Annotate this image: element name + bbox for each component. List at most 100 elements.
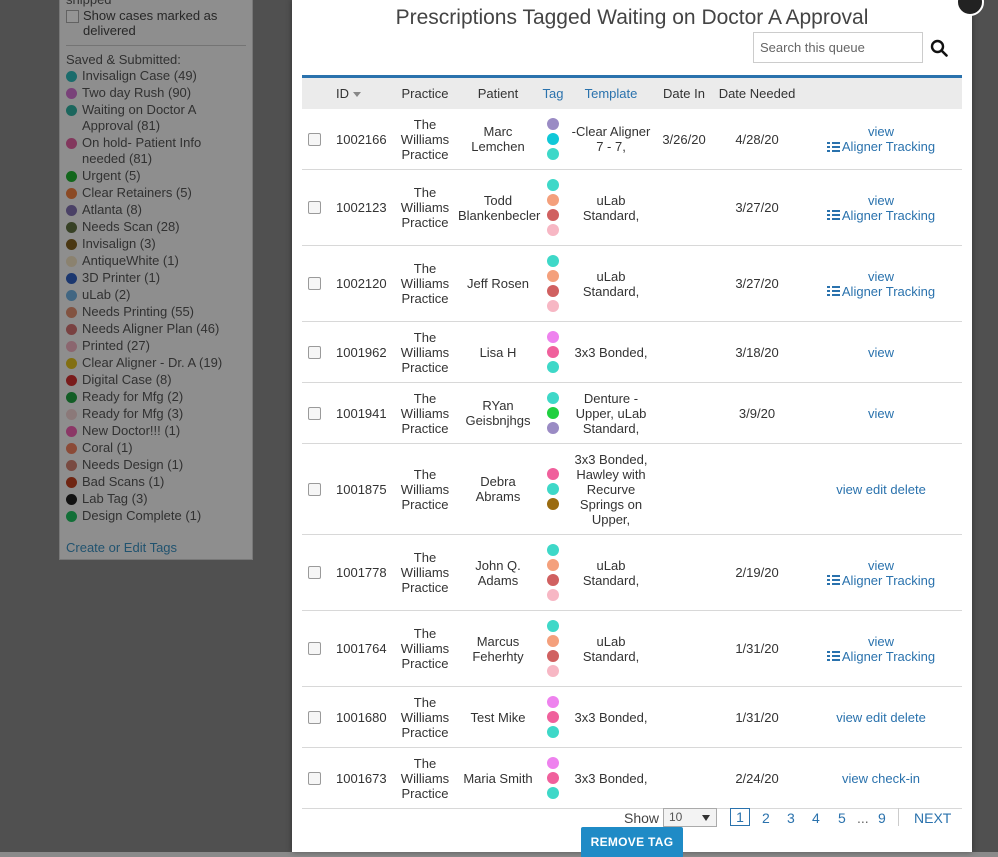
sidebar-tag-item[interactable]: uLab (2) — [66, 287, 246, 303]
tag-color-dot — [66, 324, 77, 335]
sidebar-tag-item[interactable]: Atlanta (8) — [66, 202, 246, 218]
tag-color-dot — [66, 494, 77, 505]
header-tag[interactable]: Tag — [542, 86, 564, 101]
sidebar-tag-item[interactable]: Lab Tag (3) — [66, 491, 246, 507]
modal-title: Prescriptions Tagged Waiting on Doctor A… — [395, 6, 869, 29]
row-checkbox[interactable] — [308, 406, 321, 420]
row-action-links[interactable]: view — [867, 344, 894, 360]
sidebar-tag-item[interactable]: Clear Aligner - Dr. A (19) — [66, 355, 246, 371]
aligner-tracking-link[interactable]: Aligner Tracking — [826, 649, 935, 664]
row-checkbox[interactable] — [308, 482, 321, 496]
sidebar-tag-item[interactable]: Needs Printing (55) — [66, 304, 246, 320]
view-link[interactable]: view — [867, 124, 894, 139]
row-checkbox[interactable] — [308, 566, 321, 579]
sidebar-tag-item[interactable]: Digital Case (8) — [66, 372, 246, 388]
page-4-link[interactable]: 4 — [812, 810, 820, 826]
prescription-table: ID Practice Patient Tag Template Date In… — [302, 75, 962, 809]
sidebar-tag-item[interactable]: Invisalign Case (49) — [66, 68, 246, 84]
remove-tag-button[interactable]: REMOVE TAG — [581, 827, 683, 857]
sidebar-tag-item[interactable]: Ready for Mfg (2) — [66, 389, 246, 405]
view-link[interactable]: view — [867, 192, 894, 208]
row-checkbox[interactable] — [308, 201, 321, 214]
page-2-link[interactable]: 2 — [762, 810, 770, 826]
tag-color-dot — [66, 460, 77, 471]
sidebar-tag-item[interactable]: Bad Scans (1) — [66, 474, 246, 490]
row-select-cell — [302, 642, 328, 655]
sidebar-tag-item[interactable]: Needs Design (1) — [66, 457, 246, 473]
row-checkbox[interactable] — [308, 132, 321, 146]
sidebar-tag-item[interactable]: On hold- Patient Info needed (81) — [66, 135, 246, 167]
sidebar-tag-item[interactable]: Needs Aligner Plan (46) — [66, 321, 246, 337]
aligner-tracking-link[interactable]: Aligner Tracking — [826, 207, 936, 223]
row-template: uLab Standard, — [582, 557, 640, 588]
aligner-tracking-icon — [826, 286, 840, 296]
search-icon[interactable] — [930, 39, 948, 57]
sidebar-tag-item[interactable]: New Doctor!!! (1) — [66, 423, 246, 439]
row-id: 1001680 — [336, 709, 387, 725]
row-action-links[interactable]: view — [867, 405, 894, 421]
delivered-checkbox[interactable] — [66, 10, 79, 23]
sidebar-tag-label: Two day Rush (90) — [82, 85, 192, 100]
row-select-cell — [302, 277, 328, 290]
next-page-link[interactable]: NEXT — [914, 810, 952, 826]
row-action-links[interactable]: view check-in — [841, 770, 921, 786]
sidebar-tag-item[interactable]: Ready for Mfg (3) — [66, 406, 246, 422]
row-date-needed: 3/27/20 — [735, 200, 779, 215]
sidebar-tag-item[interactable]: Urgent (5) — [66, 168, 246, 184]
row-checkbox[interactable] — [308, 277, 321, 290]
row-tags — [538, 179, 568, 236]
header-date-needed: Date Needed — [718, 86, 796, 101]
row-action-links[interactable]: view edit delete — [836, 709, 926, 725]
header-template[interactable]: Template — [584, 86, 638, 101]
table-row: 1001680 The Williams Practice Test Mike 3x3… — [302, 687, 962, 748]
sidebar-tag-item[interactable]: Printed (27) — [66, 338, 246, 354]
row-checkbox[interactable] — [308, 345, 321, 359]
view-link[interactable]: view — [867, 268, 894, 284]
sidebar-tag-item[interactable]: AntiqueWhite (1) — [66, 253, 246, 269]
search-input[interactable] — [753, 32, 923, 63]
page-size-value: 10 — [669, 810, 683, 824]
aligner-tracking-link[interactable]: Aligner Tracking — [826, 284, 935, 299]
row-tag-dot — [547, 696, 559, 708]
sidebar-tag-item[interactable]: Two day Rush (90) — [66, 85, 246, 101]
create-edit-tags-link[interactable]: Create or Edit Tags — [66, 540, 178, 555]
view-link[interactable]: view — [867, 633, 894, 649]
row-patient: Lisa H — [479, 344, 517, 360]
page-1-current[interactable]: 1 — [730, 808, 750, 826]
row-actions: view Aligner Tracking — [800, 193, 962, 223]
sidebar-tag-item[interactable]: Design Complete (1) — [66, 508, 246, 524]
sidebar-tag-item[interactable]: Invisalign (3) — [66, 236, 246, 252]
view-link[interactable]: view — [867, 557, 894, 573]
page-5-link[interactable]: 5 — [838, 810, 846, 826]
sidebar-tag-item[interactable]: 3D Printer (1) — [66, 270, 246, 286]
row-tags — [538, 620, 568, 677]
row-tag-dot — [547, 711, 559, 723]
row-tag-dot — [547, 224, 559, 236]
delivered-toggle[interactable]: Show cases marked as delivered — [66, 8, 246, 38]
sidebar-tag-item[interactable]: Waiting on Doctor A Approval (81) — [66, 102, 246, 134]
row-checkbox[interactable] — [308, 642, 321, 655]
sidebar-tag-item[interactable]: Coral (1) — [66, 440, 246, 456]
sort-down-icon — [353, 92, 361, 98]
show-label: Show — [624, 810, 660, 826]
row-checkbox[interactable] — [308, 710, 321, 724]
row-id: 1001875 — [336, 481, 387, 497]
row-actions: view — [800, 345, 962, 360]
sidebar-tag-item[interactable]: Needs Scan (28) — [66, 219, 246, 235]
page-9-link[interactable]: 9 — [878, 810, 886, 826]
sidebar-tag-item[interactable]: Clear Retainers (5) — [66, 185, 246, 201]
aligner-tracking-link[interactable]: Aligner Tracking — [826, 139, 935, 154]
row-id: 1002123 — [336, 200, 387, 215]
row-tag-dot — [547, 757, 559, 769]
page-size-select[interactable]: 10 — [663, 808, 717, 827]
row-practice: The Williams Practice — [400, 329, 450, 375]
row-checkbox[interactable] — [308, 771, 321, 785]
row-actions: view — [800, 406, 962, 421]
aligner-tracking-link[interactable]: Aligner Tracking — [826, 573, 935, 588]
aligner-tracking-label: Aligner Tracking — [841, 207, 936, 223]
row-action-links[interactable]: view edit delete — [836, 481, 926, 497]
row-practice: The Williams Practice — [400, 550, 450, 595]
row-date-needed: 1/31/20 — [735, 709, 779, 725]
page-3-link[interactable]: 3 — [787, 810, 795, 826]
header-id[interactable]: ID — [328, 86, 392, 101]
